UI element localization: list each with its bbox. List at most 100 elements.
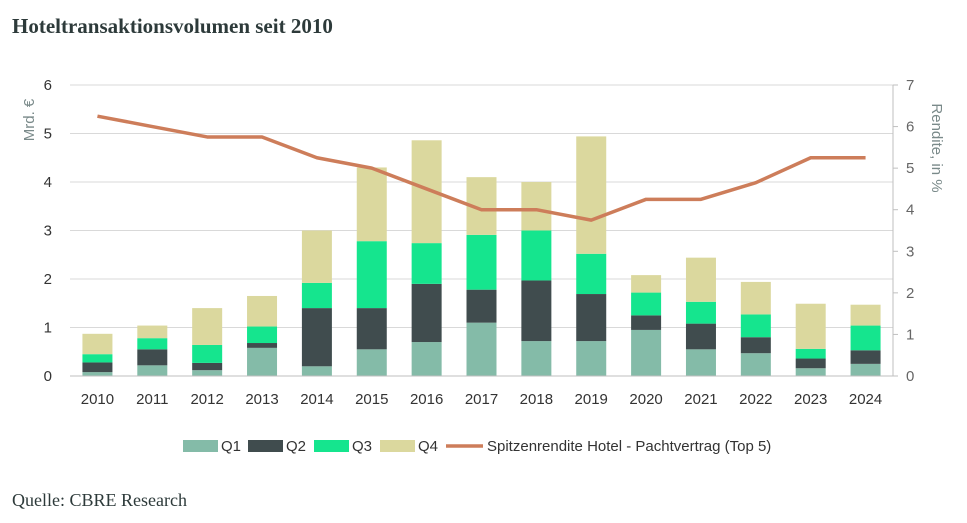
bar-q2-2015 — [356, 308, 387, 350]
bar-q3-2011 — [137, 338, 168, 350]
x-tick-label: 2020 — [629, 391, 662, 408]
bar-q4-2021 — [685, 257, 716, 302]
bar-q1-2010 — [82, 372, 113, 376]
legend-label-yield: Spitzenrendite Hotel - Pachtvertrag (Top… — [487, 438, 771, 455]
x-tick-label: 2011 — [136, 391, 168, 408]
legend-swatch-q3 — [314, 440, 349, 452]
bar-q2-2013 — [247, 343, 278, 348]
legend-label-q4: Q4 — [418, 438, 438, 455]
legend: Q1 Q2 Q3 Q4 Spitzenrendite Hotel - Pachtvert… — [183, 438, 771, 455]
yield-line-layer — [97, 114, 866, 222]
yield-line — [97, 114, 866, 222]
y2-tick-label: 3 — [906, 243, 914, 260]
bar-q4-2015 — [356, 167, 387, 242]
bar-q2-2018 — [521, 280, 552, 342]
source-note: Quelle: CBRE Research — [12, 490, 187, 510]
bar-q4-2019 — [576, 136, 607, 254]
y2-tick-label: 7 — [906, 77, 914, 94]
bar-q2-2019 — [576, 294, 607, 342]
x-tick-label: 2013 — [245, 391, 278, 408]
y-tick-label: 3 — [44, 223, 52, 240]
bar-q4-2022 — [740, 281, 771, 315]
y-tick-label: 5 — [44, 126, 52, 143]
legend-swatch-q4 — [380, 440, 415, 452]
bar-q3-2021 — [685, 301, 716, 324]
x-tick-label: 2012 — [190, 391, 223, 408]
bar-q3-2010 — [82, 354, 113, 363]
y-tick-label: 2 — [44, 271, 52, 288]
bar-q4-2024 — [850, 304, 881, 326]
y2-tick-label: 4 — [906, 202, 914, 219]
bar-q2-2012 — [192, 362, 223, 371]
bar-q3-2023 — [795, 348, 826, 359]
x-tick-label: 2014 — [300, 391, 333, 408]
bar-q1-2012 — [192, 370, 223, 376]
y2-tick-label: 0 — [906, 368, 914, 385]
chart-title: Hoteltransaktionsvolumen seit 2010 — [12, 14, 333, 38]
bar-q4-2023 — [795, 303, 826, 349]
x-tick-label: 2023 — [794, 391, 827, 408]
y-tick-label: 4 — [44, 174, 52, 191]
bar-q1-2019 — [576, 341, 607, 376]
bar-q3-2018 — [521, 230, 552, 281]
y2-axis-label: Rendite, in % — [928, 103, 945, 192]
bar-q4-2018 — [521, 182, 552, 231]
bar-q3-2012 — [192, 344, 223, 363]
bar-q3-2024 — [850, 325, 881, 351]
x-axis: 2010 2011 2012 2013 2014 2015 2016 2017 2018 2019… — [70, 375, 893, 408]
y-axis-label: Mrd. € — [21, 98, 38, 141]
x-tick-label: 2024 — [849, 391, 882, 408]
bar-q2-2016 — [411, 283, 442, 343]
bar-q2-2024 — [850, 350, 881, 364]
bar-q3-2013 — [247, 326, 278, 344]
y2-tick-label: 1 — [906, 326, 914, 343]
y2-tick-label: 2 — [906, 285, 914, 302]
legend-label-q1: Q1 — [221, 438, 241, 455]
y-tick-label: 6 — [44, 77, 52, 94]
y2-tick-label: 5 — [906, 160, 914, 177]
bar-q1-2017 — [466, 322, 497, 376]
bar-q4-2011 — [137, 325, 168, 339]
bar-q2-2021 — [685, 323, 716, 350]
bar-q3-2019 — [576, 253, 607, 295]
bar-q3-2017 — [466, 234, 497, 290]
bar-q1-2013 — [247, 347, 278, 376]
x-tick-label: 2022 — [739, 391, 772, 408]
x-tick-label: 2018 — [520, 391, 553, 408]
y-tick-label: 1 — [44, 320, 52, 337]
x-tick-label: 2010 — [81, 391, 114, 408]
bar-q3-2022 — [740, 314, 771, 338]
bar-q1-2024 — [850, 363, 881, 376]
x-tick-label: 2015 — [355, 391, 388, 408]
bar-q4-2010 — [82, 333, 113, 355]
bar-q1-2016 — [411, 342, 442, 376]
legend-label-q2: Q2 — [286, 438, 306, 455]
bar-q2-2014 — [301, 308, 332, 367]
bar-q3-2015 — [356, 241, 387, 309]
bar-q4-2012 — [192, 308, 223, 345]
bar-q1-2020 — [631, 329, 662, 376]
x-tick-label: 2019 — [575, 391, 608, 408]
bar-q2-2011 — [137, 349, 168, 366]
bar-q1-2011 — [137, 365, 168, 376]
legend-swatch-q2 — [248, 440, 283, 452]
bar-q2-2020 — [631, 315, 662, 330]
legend-swatch-q1 — [183, 440, 218, 452]
bar-q3-2020 — [631, 292, 662, 316]
bar-q1-2018 — [521, 341, 552, 376]
legend-label-q3: Q3 — [352, 438, 372, 455]
x-tick-label: 2021 — [684, 391, 717, 408]
bar-q2-2022 — [740, 337, 771, 354]
bar-q4-2014 — [301, 230, 332, 283]
bar-q1-2023 — [795, 368, 826, 376]
bar-q1-2015 — [356, 349, 387, 376]
y2-tick-label: 6 — [906, 119, 914, 136]
bars — [82, 136, 881, 376]
bar-q4-2013 — [247, 295, 278, 327]
bar-q2-2023 — [795, 358, 826, 369]
bar-q1-2014 — [301, 366, 332, 376]
bar-q2-2010 — [82, 362, 113, 373]
right-axis: 0 1 2 3 4 5 6 7 — [892, 77, 914, 385]
x-tick-label: 2016 — [410, 391, 443, 408]
